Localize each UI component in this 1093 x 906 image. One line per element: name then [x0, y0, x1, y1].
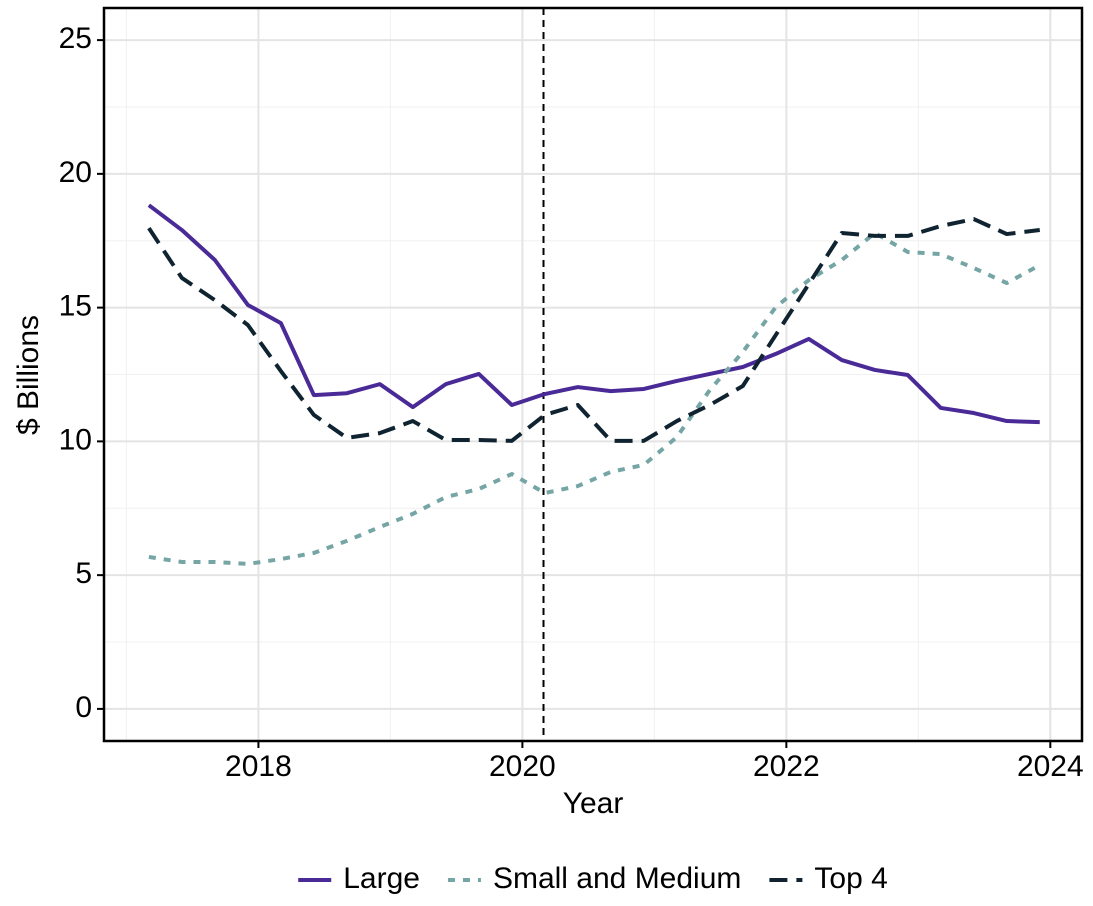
series-line [148, 230, 1041, 566]
x-tick-label: 2018 [225, 750, 292, 783]
y-tick-label: 0 [75, 691, 92, 724]
y-axis-label: $ Billions [12, 315, 45, 435]
legend-label: Small and Medium [493, 862, 741, 895]
x-axis-label: Year [563, 787, 624, 820]
plot-border [102, 6, 1084, 743]
y-tick-label: 25 [59, 22, 92, 55]
x-tick-label: 2020 [489, 750, 556, 783]
y-tick-label: 20 [59, 156, 92, 189]
series-line [147, 203, 1040, 425]
legend: Large Small and Medium Top 4 [298, 862, 888, 895]
x-tick-label: 2024 [1017, 750, 1084, 783]
legend-label: Large [343, 862, 420, 895]
x-tick-label: 2022 [753, 750, 820, 783]
series-line [147, 217, 1041, 443]
legend-label: Top 4 [814, 862, 887, 895]
y-tick-label: 10 [59, 423, 92, 456]
y-tick-label: 5 [75, 557, 92, 590]
y-tick-label: 15 [59, 290, 92, 323]
